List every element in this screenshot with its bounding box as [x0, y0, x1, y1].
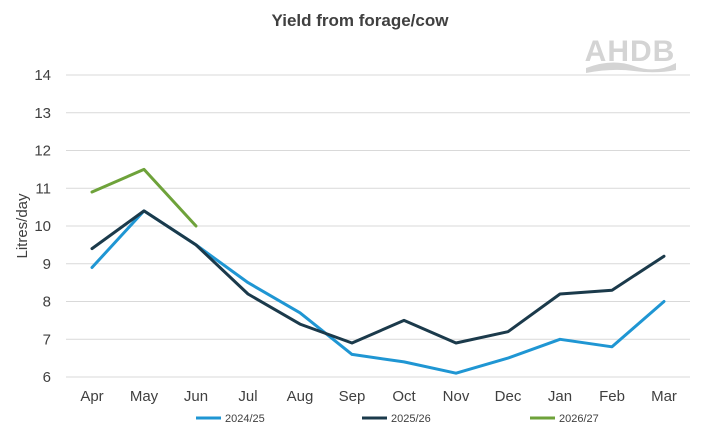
x-tick-label: Aug: [287, 388, 314, 405]
x-tick-label: Jun: [184, 388, 208, 405]
legend: 2024/25 2025/26 2026/27: [196, 413, 599, 425]
x-tick-labels: Apr May Jun Jul Aug Sep Oct Nov Dec Jan Feb Mar: [80, 388, 677, 405]
y-tick-label: 7: [43, 331, 51, 348]
series-lines: [90, 167, 666, 375]
x-tick-label: Dec: [495, 388, 522, 405]
x-tick-label: Sep: [339, 388, 366, 405]
y-tick-label: 12: [34, 143, 51, 160]
x-tick-label: Jul: [238, 388, 257, 405]
series-line-2026-27: [90, 167, 198, 228]
x-tick-label: Apr: [80, 388, 103, 405]
y-tick-label: 11: [35, 180, 51, 197]
y-axis-label: Litres/day: [14, 193, 31, 259]
y-tick-label: 8: [43, 294, 51, 311]
legend-label: 2025/26: [391, 413, 431, 425]
gridlines: [66, 74, 690, 378]
ahdb-logo: AHDB: [585, 35, 676, 73]
x-tick-label: May: [130, 388, 159, 405]
legend-label: 2024/25: [225, 413, 265, 425]
y-tick-label: 9: [43, 256, 51, 273]
x-tick-label: Mar: [651, 388, 677, 405]
y-tick-label: 10: [34, 218, 51, 235]
x-tick-label: Oct: [392, 388, 416, 405]
series-line-2025-26: [90, 209, 666, 345]
x-tick-label: Feb: [599, 388, 625, 405]
x-tick-label: Jan: [548, 388, 572, 405]
y-tick-label: 14: [34, 67, 51, 84]
chart-title: Yield from forage/cow: [272, 11, 450, 30]
y-tick-labels: 6 7 8 9 10 11 12 13 14: [34, 67, 51, 386]
x-tick-label: Nov: [443, 388, 470, 405]
legend-label: 2026/27: [559, 413, 599, 425]
y-tick-label: 6: [43, 369, 51, 386]
y-tick-label: 13: [34, 105, 51, 122]
logo-wave-icon: [586, 62, 676, 73]
logo-text: AHDB: [585, 35, 676, 68]
